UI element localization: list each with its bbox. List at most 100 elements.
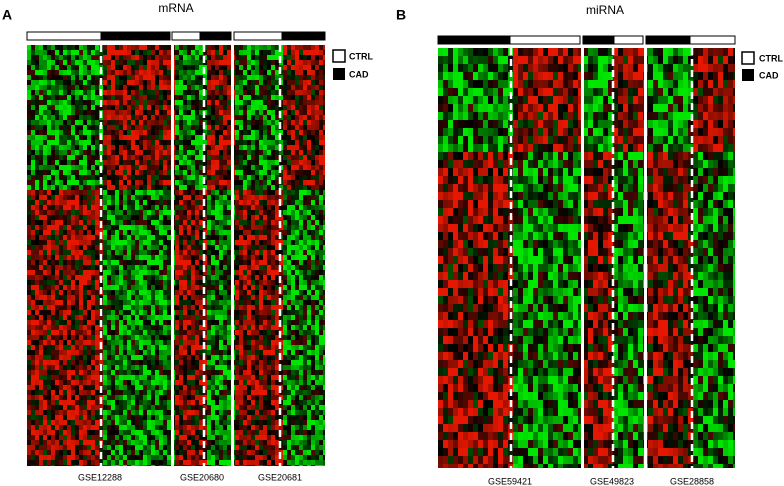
heatmap-cell bbox=[139, 140, 143, 145]
heatmap-cell bbox=[251, 115, 255, 120]
heatmap-cell bbox=[199, 365, 203, 370]
heatmap-cell bbox=[91, 140, 95, 145]
heatmap-cell bbox=[243, 170, 247, 175]
heatmap-cell bbox=[263, 180, 267, 185]
heatmap-cell bbox=[155, 135, 159, 140]
heatmap-cell bbox=[255, 360, 259, 365]
heatmap-cell bbox=[191, 325, 195, 330]
heatmap-cell bbox=[111, 120, 115, 125]
heatmap-cell bbox=[311, 220, 315, 225]
heatmap-cell bbox=[35, 265, 39, 270]
heatmap-cell bbox=[83, 115, 87, 120]
heatmap-cell bbox=[39, 110, 43, 115]
heatmap-cell bbox=[147, 60, 151, 65]
heatmap-cell bbox=[91, 65, 95, 70]
heatmap-cell bbox=[27, 235, 31, 240]
heatmap-cell bbox=[123, 100, 127, 105]
heatmap-cell bbox=[59, 195, 63, 200]
heatmap-cell bbox=[199, 205, 203, 210]
heatmap-cell bbox=[143, 305, 147, 310]
heatmap-cell bbox=[155, 370, 159, 375]
heatmap-cell bbox=[55, 335, 59, 340]
heatmap-cell bbox=[251, 130, 255, 135]
heatmap-cell bbox=[287, 245, 291, 250]
heatmap-cell bbox=[67, 195, 71, 200]
heatmap-cell bbox=[55, 240, 59, 245]
heatmap-cell bbox=[75, 195, 79, 200]
heatmap-cell bbox=[295, 60, 299, 65]
heatmap-cell bbox=[227, 200, 231, 205]
heatmap-cell bbox=[215, 50, 219, 55]
heatmap-cell bbox=[135, 60, 139, 65]
heatmap-cell bbox=[39, 300, 43, 305]
heatmap-cell bbox=[211, 85, 215, 90]
heatmap-cell bbox=[175, 245, 179, 250]
heatmap-cell bbox=[27, 85, 31, 90]
heatmap-cell bbox=[223, 290, 227, 295]
heatmap-cell bbox=[79, 285, 83, 290]
heatmap-cell bbox=[295, 70, 299, 75]
heatmap-cell bbox=[291, 355, 295, 360]
heatmap-cell bbox=[279, 295, 283, 300]
heatmap-cell bbox=[91, 230, 95, 235]
heatmap-cell bbox=[291, 135, 295, 140]
heatmap-cell bbox=[47, 255, 51, 260]
heatmap-cell bbox=[255, 335, 259, 340]
heatmap-cell bbox=[39, 305, 43, 310]
heatmap-cell bbox=[63, 265, 67, 270]
heatmap-cell bbox=[179, 235, 183, 240]
heatmap-cell bbox=[299, 350, 303, 355]
heatmap-cell bbox=[143, 325, 147, 330]
heatmap-cell bbox=[255, 200, 259, 205]
heatmap-cell bbox=[283, 215, 287, 220]
heatmap-cell bbox=[319, 295, 323, 300]
heatmap-cell bbox=[131, 320, 135, 325]
heatmap-cell bbox=[207, 135, 211, 140]
heatmap-cell bbox=[87, 75, 91, 80]
heatmap-cell bbox=[191, 150, 195, 155]
heatmap-cell bbox=[239, 170, 243, 175]
heatmap-cell bbox=[299, 280, 303, 285]
heatmap-cell bbox=[255, 290, 259, 295]
heatmap-cell bbox=[287, 320, 291, 325]
heatmap-cell bbox=[143, 355, 147, 360]
heatmap-cell bbox=[287, 145, 291, 150]
heatmap-cell bbox=[111, 295, 115, 300]
heatmap-cell bbox=[111, 285, 115, 290]
heatmap-cell bbox=[259, 270, 263, 275]
heatmap-cell bbox=[47, 150, 51, 155]
heatmap-cell bbox=[127, 105, 131, 110]
heatmap-cell bbox=[155, 170, 159, 175]
heatmap-cell bbox=[251, 330, 255, 335]
heatmap-cell bbox=[83, 205, 87, 210]
heatmap-cell bbox=[247, 160, 251, 165]
heatmap-cell bbox=[159, 360, 163, 365]
heatmap-cell bbox=[139, 235, 143, 240]
heatmap-cell bbox=[91, 190, 95, 195]
heatmap-cell bbox=[131, 205, 135, 210]
heatmap-cell bbox=[215, 265, 219, 270]
heatmap-cell bbox=[95, 350, 99, 355]
heatmap-cell bbox=[123, 65, 127, 70]
heatmap-cell bbox=[163, 335, 167, 340]
heatmap-cell bbox=[267, 75, 271, 80]
heatmap-cell bbox=[63, 130, 67, 135]
heatmap-cell bbox=[191, 375, 195, 380]
heatmap-cell bbox=[127, 315, 131, 320]
heatmap-cell bbox=[31, 230, 35, 235]
heatmap-cell bbox=[203, 370, 207, 375]
heatmap-cell bbox=[311, 60, 315, 65]
heatmap-cell bbox=[39, 275, 43, 280]
heatmap-cell bbox=[139, 265, 143, 270]
heatmap-cell bbox=[219, 310, 223, 315]
heatmap-cell bbox=[291, 145, 295, 150]
heatmap-cell bbox=[119, 330, 123, 335]
heatmap-cell bbox=[115, 165, 119, 170]
heatmap-cell bbox=[267, 70, 271, 75]
heatmap-cell bbox=[235, 205, 239, 210]
heatmap-cell bbox=[27, 305, 31, 310]
heatmap-cell bbox=[267, 145, 271, 150]
heatmap-cell bbox=[175, 365, 179, 370]
heatmap-cell bbox=[47, 140, 51, 145]
heatmap-cell bbox=[91, 120, 95, 125]
